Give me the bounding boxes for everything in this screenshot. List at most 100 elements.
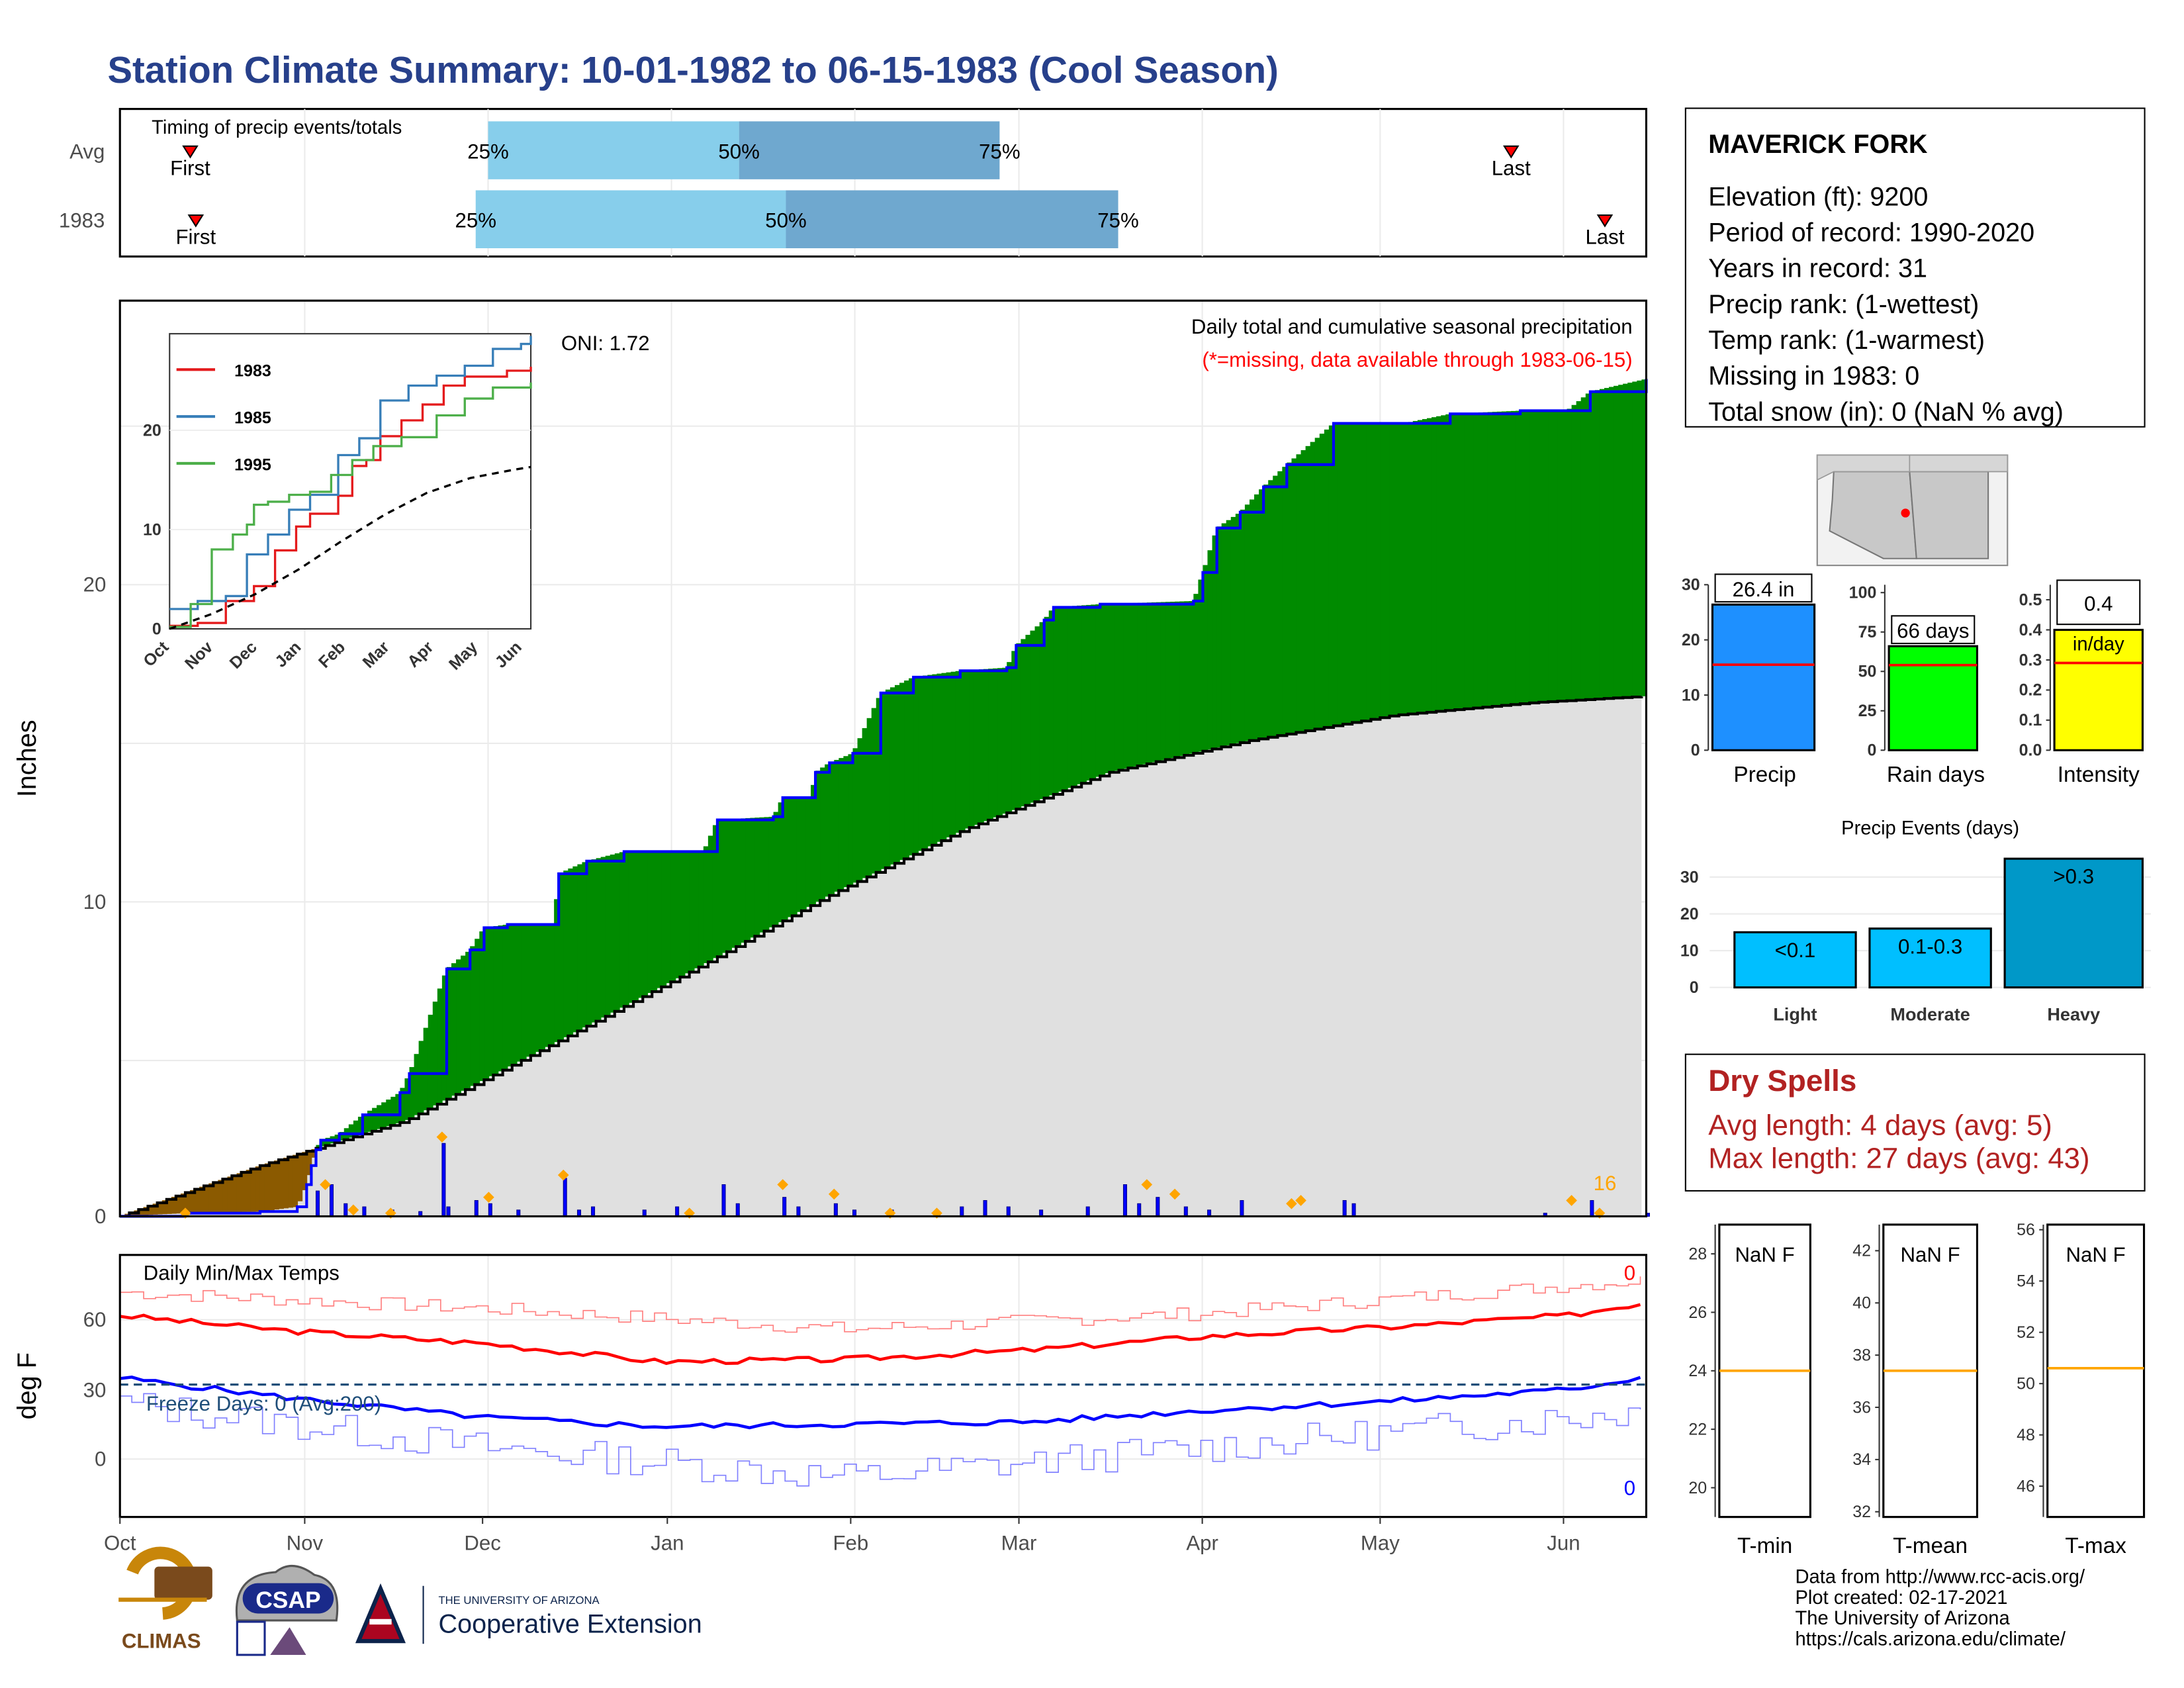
above-avg-slice — [857, 738, 863, 880]
above-avg-slice — [1310, 442, 1316, 730]
above-avg-slice — [647, 851, 653, 994]
last-label-avg: Last — [1492, 157, 1531, 180]
month-tick-label: Jun — [1547, 1532, 1580, 1555]
above-avg-slice — [1193, 594, 1199, 753]
above-avg-slice — [946, 672, 952, 837]
above-avg-slice — [1039, 622, 1045, 799]
above-avg-slice — [628, 851, 634, 1003]
above-avg-slice — [1034, 626, 1040, 801]
month-tick-label: Dec — [464, 1532, 501, 1555]
above-avg-slice — [507, 924, 513, 1067]
above-avg-slice — [357, 1117, 363, 1135]
intensity-ytick: 0.4 — [2019, 621, 2042, 639]
above-avg-slice — [525, 924, 531, 1057]
credits: Data from http://www.rcc-acis.org/ Plot … — [1795, 1566, 2085, 1650]
first-label-1983: First — [175, 226, 216, 249]
above-avg-slice — [778, 802, 784, 923]
above-avg-slice — [741, 818, 747, 943]
above-avg-slice — [1347, 423, 1353, 724]
above-avg-slice — [1244, 504, 1250, 741]
above-avg-slice — [923, 675, 929, 849]
month-tick-label: Jan — [651, 1532, 684, 1555]
intensity-ytick: 0.2 — [2019, 681, 2042, 700]
temp-ytick-60: 60 — [83, 1308, 107, 1331]
above-avg-slice — [1151, 602, 1157, 763]
daily-precip-bar — [721, 1184, 726, 1217]
daily-precip-bar — [343, 1203, 348, 1217]
above-avg-slice — [600, 857, 606, 1018]
above-avg-slice — [404, 1078, 410, 1120]
above-avg-slice — [1548, 410, 1554, 702]
below-avg-slice — [213, 1182, 219, 1213]
above-avg-slice — [386, 1100, 392, 1127]
above-avg-slice — [1226, 520, 1232, 745]
above-avg-slice — [353, 1120, 359, 1137]
above-avg-slice — [1520, 410, 1525, 704]
ua-bottom-text: Cooperative Extension — [438, 1610, 702, 1639]
above-avg-slice — [1543, 410, 1549, 702]
above-avg-slice — [1539, 410, 1545, 702]
above-avg-slice — [773, 812, 779, 925]
heavy-event-marker — [320, 1179, 331, 1190]
above-avg-slice — [768, 816, 774, 927]
above-avg-slice — [554, 899, 560, 1043]
above-avg-slice — [461, 955, 466, 1091]
below-avg-slice — [166, 1198, 172, 1214]
above-avg-slice — [1091, 604, 1097, 779]
tbox-label: T-max — [2065, 1534, 2126, 1558]
above-avg-slice — [1529, 410, 1535, 703]
above-avg-slice — [1580, 397, 1586, 700]
above-avg-slice — [498, 925, 504, 1072]
above-avg-slice — [1254, 494, 1259, 739]
intensity-ytick: 0.1 — [2019, 711, 2042, 729]
above-avg-slice — [1300, 450, 1306, 731]
above-avg-slice — [643, 851, 649, 996]
above-avg-slice — [1604, 388, 1610, 699]
below-avg-slice — [264, 1163, 270, 1211]
below-avg-slice — [311, 1149, 317, 1158]
precip-ytick: 10 — [1682, 686, 1700, 704]
inset-line-1995 — [169, 382, 532, 628]
events-bar-light — [1733, 931, 1857, 989]
timing-row-1983: 1983 — [59, 209, 105, 232]
above-avg-slice — [1062, 606, 1068, 790]
above-avg-slice — [1170, 601, 1175, 759]
credit-line-2: Plot created: 02-17-2021 — [1795, 1585, 2008, 1609]
dry-spells-box: Dry Spells Avg length: 4 days (avg: 5) M… — [1684, 1053, 2146, 1192]
tbox-value: NaN F — [1900, 1243, 1960, 1266]
below-avg-slice — [302, 1152, 308, 1190]
above-avg-slice — [978, 669, 984, 823]
tbox-ytick: 20 — [1688, 1479, 1707, 1497]
above-avg-slice — [362, 1113, 368, 1134]
above-avg-slice — [1016, 643, 1022, 808]
below-avg-slice — [190, 1190, 195, 1213]
above-avg-slice — [825, 764, 831, 897]
inset-chart: 1983 1985 1995 0 10 20 Oct Nov Dec Jan Feb Ma… — [140, 333, 532, 674]
above-avg-slice — [1002, 667, 1008, 814]
events-ytick: 20 — [1680, 905, 1699, 923]
daily-precip-bar — [983, 1199, 987, 1217]
above-avg-slice — [889, 687, 895, 865]
above-avg-slice — [456, 959, 461, 1094]
above-avg-slice — [684, 851, 690, 974]
above-avg-slice — [479, 931, 485, 1082]
above-avg-slice — [852, 748, 858, 883]
above-avg-slice — [1086, 604, 1092, 781]
station-snow: Total snow (in): 0 (NaN % avg) — [1708, 399, 2064, 428]
tbox-label: T-min — [1737, 1534, 1792, 1558]
above-avg-slice — [1594, 390, 1600, 699]
above-avg-slice — [367, 1110, 373, 1132]
above-avg-slice — [451, 963, 457, 1096]
inset-ytick-10: 10 — [143, 520, 161, 539]
heavy-event-marker — [436, 1131, 448, 1143]
daily-precip-bar — [1183, 1206, 1188, 1217]
month-tick-label: Mar — [1001, 1532, 1037, 1555]
below-avg-slice — [180, 1193, 186, 1213]
above-avg-slice — [1553, 410, 1559, 702]
precip-ytick: 30 — [1682, 576, 1700, 594]
daily-precip-bar — [315, 1190, 320, 1217]
above-avg-slice — [572, 866, 578, 1033]
above-avg-slice — [1319, 434, 1325, 728]
above-avg-slice — [614, 853, 620, 1011]
